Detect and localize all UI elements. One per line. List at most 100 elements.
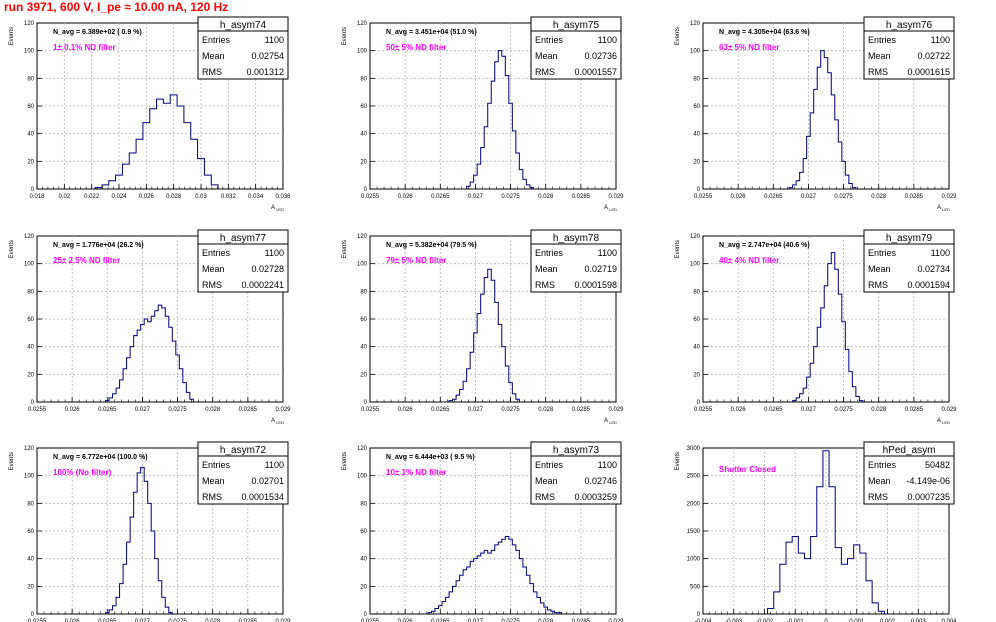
stats-value: 1100 <box>598 35 617 45</box>
y-tick-label: 120 <box>690 234 701 240</box>
y-tick-label: 100 <box>357 49 368 55</box>
x-tick-label: 0.028 <box>205 619 221 622</box>
stats-value: 0.02701 <box>251 476 284 486</box>
x-tick-label: 0.02 <box>58 194 70 200</box>
x-tick-label: -0.004 <box>694 619 712 622</box>
x-axis-label-main: A <box>271 418 275 424</box>
histogram-name: h_asym77 <box>220 233 267 244</box>
y-tick-label: 40 <box>360 557 367 563</box>
stats-box-frame <box>530 441 622 505</box>
histogram-line <box>448 268 520 402</box>
histogram-panel-hPed_asym: -0.004 -0.003 -0.002 -0.001 0 0.001 0.002 0.003… <box>675 441 957 622</box>
y-tick-label: 60 <box>27 529 34 535</box>
y-tick-label: 20 <box>27 159 34 165</box>
filter-label: 1± 0.1% ND filter <box>53 43 116 52</box>
stats-box-frame <box>197 16 289 80</box>
y-tick-label: 0 <box>697 400 701 406</box>
stats-value: 0.0007235 <box>907 492 950 502</box>
histogram-name: h_asym78 <box>553 233 600 244</box>
y-tick-label: 40 <box>27 557 34 563</box>
histogram-panel-h_asym78: 0.0255 0.026 0.0265 0.027 0.0275 0.028 0.0285 0… <box>342 229 624 425</box>
x-tick-label: 0.022 <box>84 194 100 200</box>
x-axis-label: A LED <box>604 418 617 425</box>
stats-label: RMS <box>868 67 888 77</box>
x-tick-label: 0.029 <box>608 194 624 200</box>
histogram-line <box>105 304 194 402</box>
x-tick-label: 0.0255 <box>361 619 380 622</box>
y-tick-label: 80 <box>360 289 367 295</box>
histogram-panel-h_asym75: 0.0255 0.026 0.0265 0.027 0.0275 0.028 0.0285 0… <box>342 16 624 212</box>
stats-value: 1100 <box>265 35 284 45</box>
x-tick-label: 0.026 <box>398 619 414 622</box>
x-tick-label: 0.027 <box>801 407 817 413</box>
navg-label: N_avg = 5.382e+04 (79.5 %) <box>386 242 477 249</box>
x-tick-label: 0.0265 <box>431 194 450 200</box>
stats-value: 0.0001557 <box>574 67 617 77</box>
stats-label: RMS <box>868 280 888 290</box>
y-tick-label: 60 <box>360 104 367 110</box>
x-tick-label: 0.029 <box>275 619 291 622</box>
x-tick-label: 0.024 <box>111 194 127 200</box>
y-tick-label: 0 <box>697 187 701 193</box>
y-tick-label: 40 <box>360 345 367 351</box>
x-axis-label-main: A <box>937 205 941 211</box>
y-tick-label: 120 <box>357 446 368 452</box>
x-tick-label: 0.0275 <box>168 407 187 413</box>
x-tick-label: 0.029 <box>275 407 291 413</box>
x-axis-label-sub: LED <box>608 207 617 212</box>
stats-value: 0.02719 <box>584 264 617 274</box>
y-tick-label: 2000 <box>687 501 701 507</box>
x-tick-label: 0.029 <box>608 407 624 413</box>
x-tick-label: 0.0255 <box>28 619 47 622</box>
x-axis-label-main: A <box>271 205 275 211</box>
stats-label: RMS <box>202 67 222 77</box>
x-tick-label: 0.0255 <box>694 407 713 413</box>
stats-box-frame <box>863 229 955 293</box>
x-tick-label: 0.0255 <box>694 194 713 200</box>
x-tick-label: 0.004 <box>941 619 957 622</box>
y-tick-label: 60 <box>693 104 700 110</box>
stats-value: 1100 <box>265 248 284 258</box>
x-tick-label: 0.026 <box>731 407 747 413</box>
x-tick-label: 0.029 <box>941 407 957 413</box>
x-tick-label: 0.0275 <box>501 194 520 200</box>
navg-label: N_avg = 6.772e+04 (100.0 %) <box>53 454 148 461</box>
histogram-name: h_asym76 <box>886 20 933 31</box>
x-tick-label: 0.027 <box>135 619 151 622</box>
stats-box: h_asym76 Entries 1100 Mean 0.02722 RMS 0.00016… <box>863 16 955 80</box>
x-tick-label: 0.0285 <box>905 194 924 200</box>
histogram-line <box>466 50 534 189</box>
stats-box: h_asym79 Entries 1100 Mean 0.02734 RMS 0.00015… <box>863 229 955 293</box>
y-axis-label: Events <box>342 452 348 470</box>
y-tick-label: 1500 <box>687 529 701 535</box>
y-tick-label: 0 <box>31 400 35 406</box>
histogram-line <box>94 94 219 189</box>
y-tick-label: 0 <box>364 612 368 618</box>
x-tick-label: 0.0275 <box>501 407 520 413</box>
x-tick-label: 0.027 <box>468 194 484 200</box>
y-tick-label: 80 <box>27 501 34 507</box>
stats-label: Entries <box>535 460 564 470</box>
y-tick-label: 100 <box>690 262 701 268</box>
stats-value: 0.001312 <box>246 67 284 77</box>
stats-value: 0.02728 <box>251 264 284 274</box>
y-tick-label: 20 <box>360 159 367 165</box>
stats-label: Mean <box>868 264 891 274</box>
y-tick-label: 120 <box>357 234 368 240</box>
y-tick-label: 20 <box>693 159 700 165</box>
y-tick-label: 100 <box>24 49 35 55</box>
stats-box-frame <box>530 16 622 80</box>
stats-label: Mean <box>202 264 225 274</box>
stats-value: 50482 <box>925 460 950 470</box>
y-tick-label: 120 <box>24 234 35 240</box>
stats-value: 1100 <box>265 460 284 470</box>
stats-value: 0.0003259 <box>574 492 617 502</box>
x-axis-label-main: A <box>937 418 941 424</box>
run-title: run 3971, 600 V, I_pe ≈ 10.00 nA, 120 Hz <box>4 0 229 14</box>
filter-label: 79± 5% ND filter <box>386 256 446 265</box>
stats-value: 1100 <box>931 35 950 45</box>
stats-label: Mean <box>535 476 558 486</box>
histogram-panel-h_asym74: 0.018 0.02 0.022 0.024 0.026 0.028 0.03 0.032 0.… <box>9 16 291 212</box>
x-tick-label: -0.003 <box>725 619 743 622</box>
